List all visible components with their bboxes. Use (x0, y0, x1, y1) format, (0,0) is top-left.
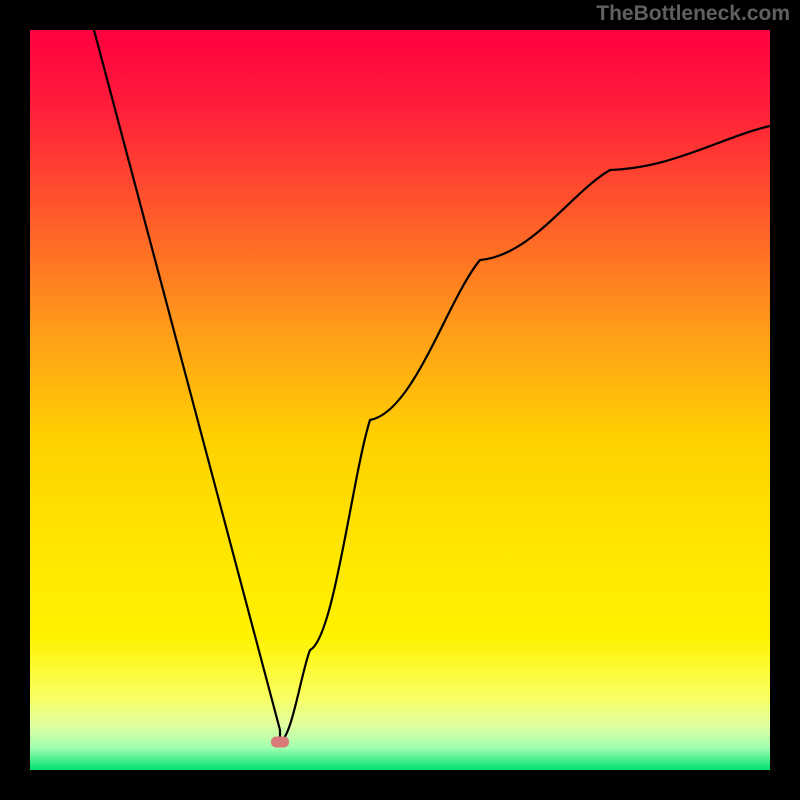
bottleneck-chart (0, 0, 800, 800)
watermark-text: TheBottleneck.com (596, 2, 790, 26)
chart-container: TheBottleneck.com (0, 0, 800, 800)
optimal-point-marker (271, 737, 289, 748)
